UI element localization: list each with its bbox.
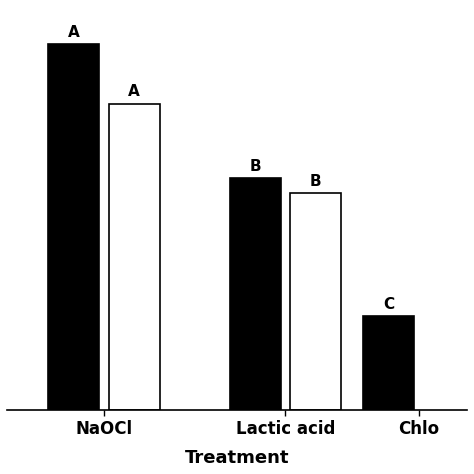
Bar (290, 193, 341, 410)
Bar (48, 44, 99, 410)
Bar (363, 316, 414, 410)
Text: B: B (310, 174, 321, 189)
Bar (230, 178, 281, 410)
Bar (109, 104, 160, 410)
Text: A: A (128, 84, 140, 100)
Text: C: C (383, 297, 394, 312)
X-axis label: Treatment: Treatment (185, 449, 289, 467)
Text: B: B (249, 159, 261, 174)
Text: A: A (68, 25, 80, 40)
